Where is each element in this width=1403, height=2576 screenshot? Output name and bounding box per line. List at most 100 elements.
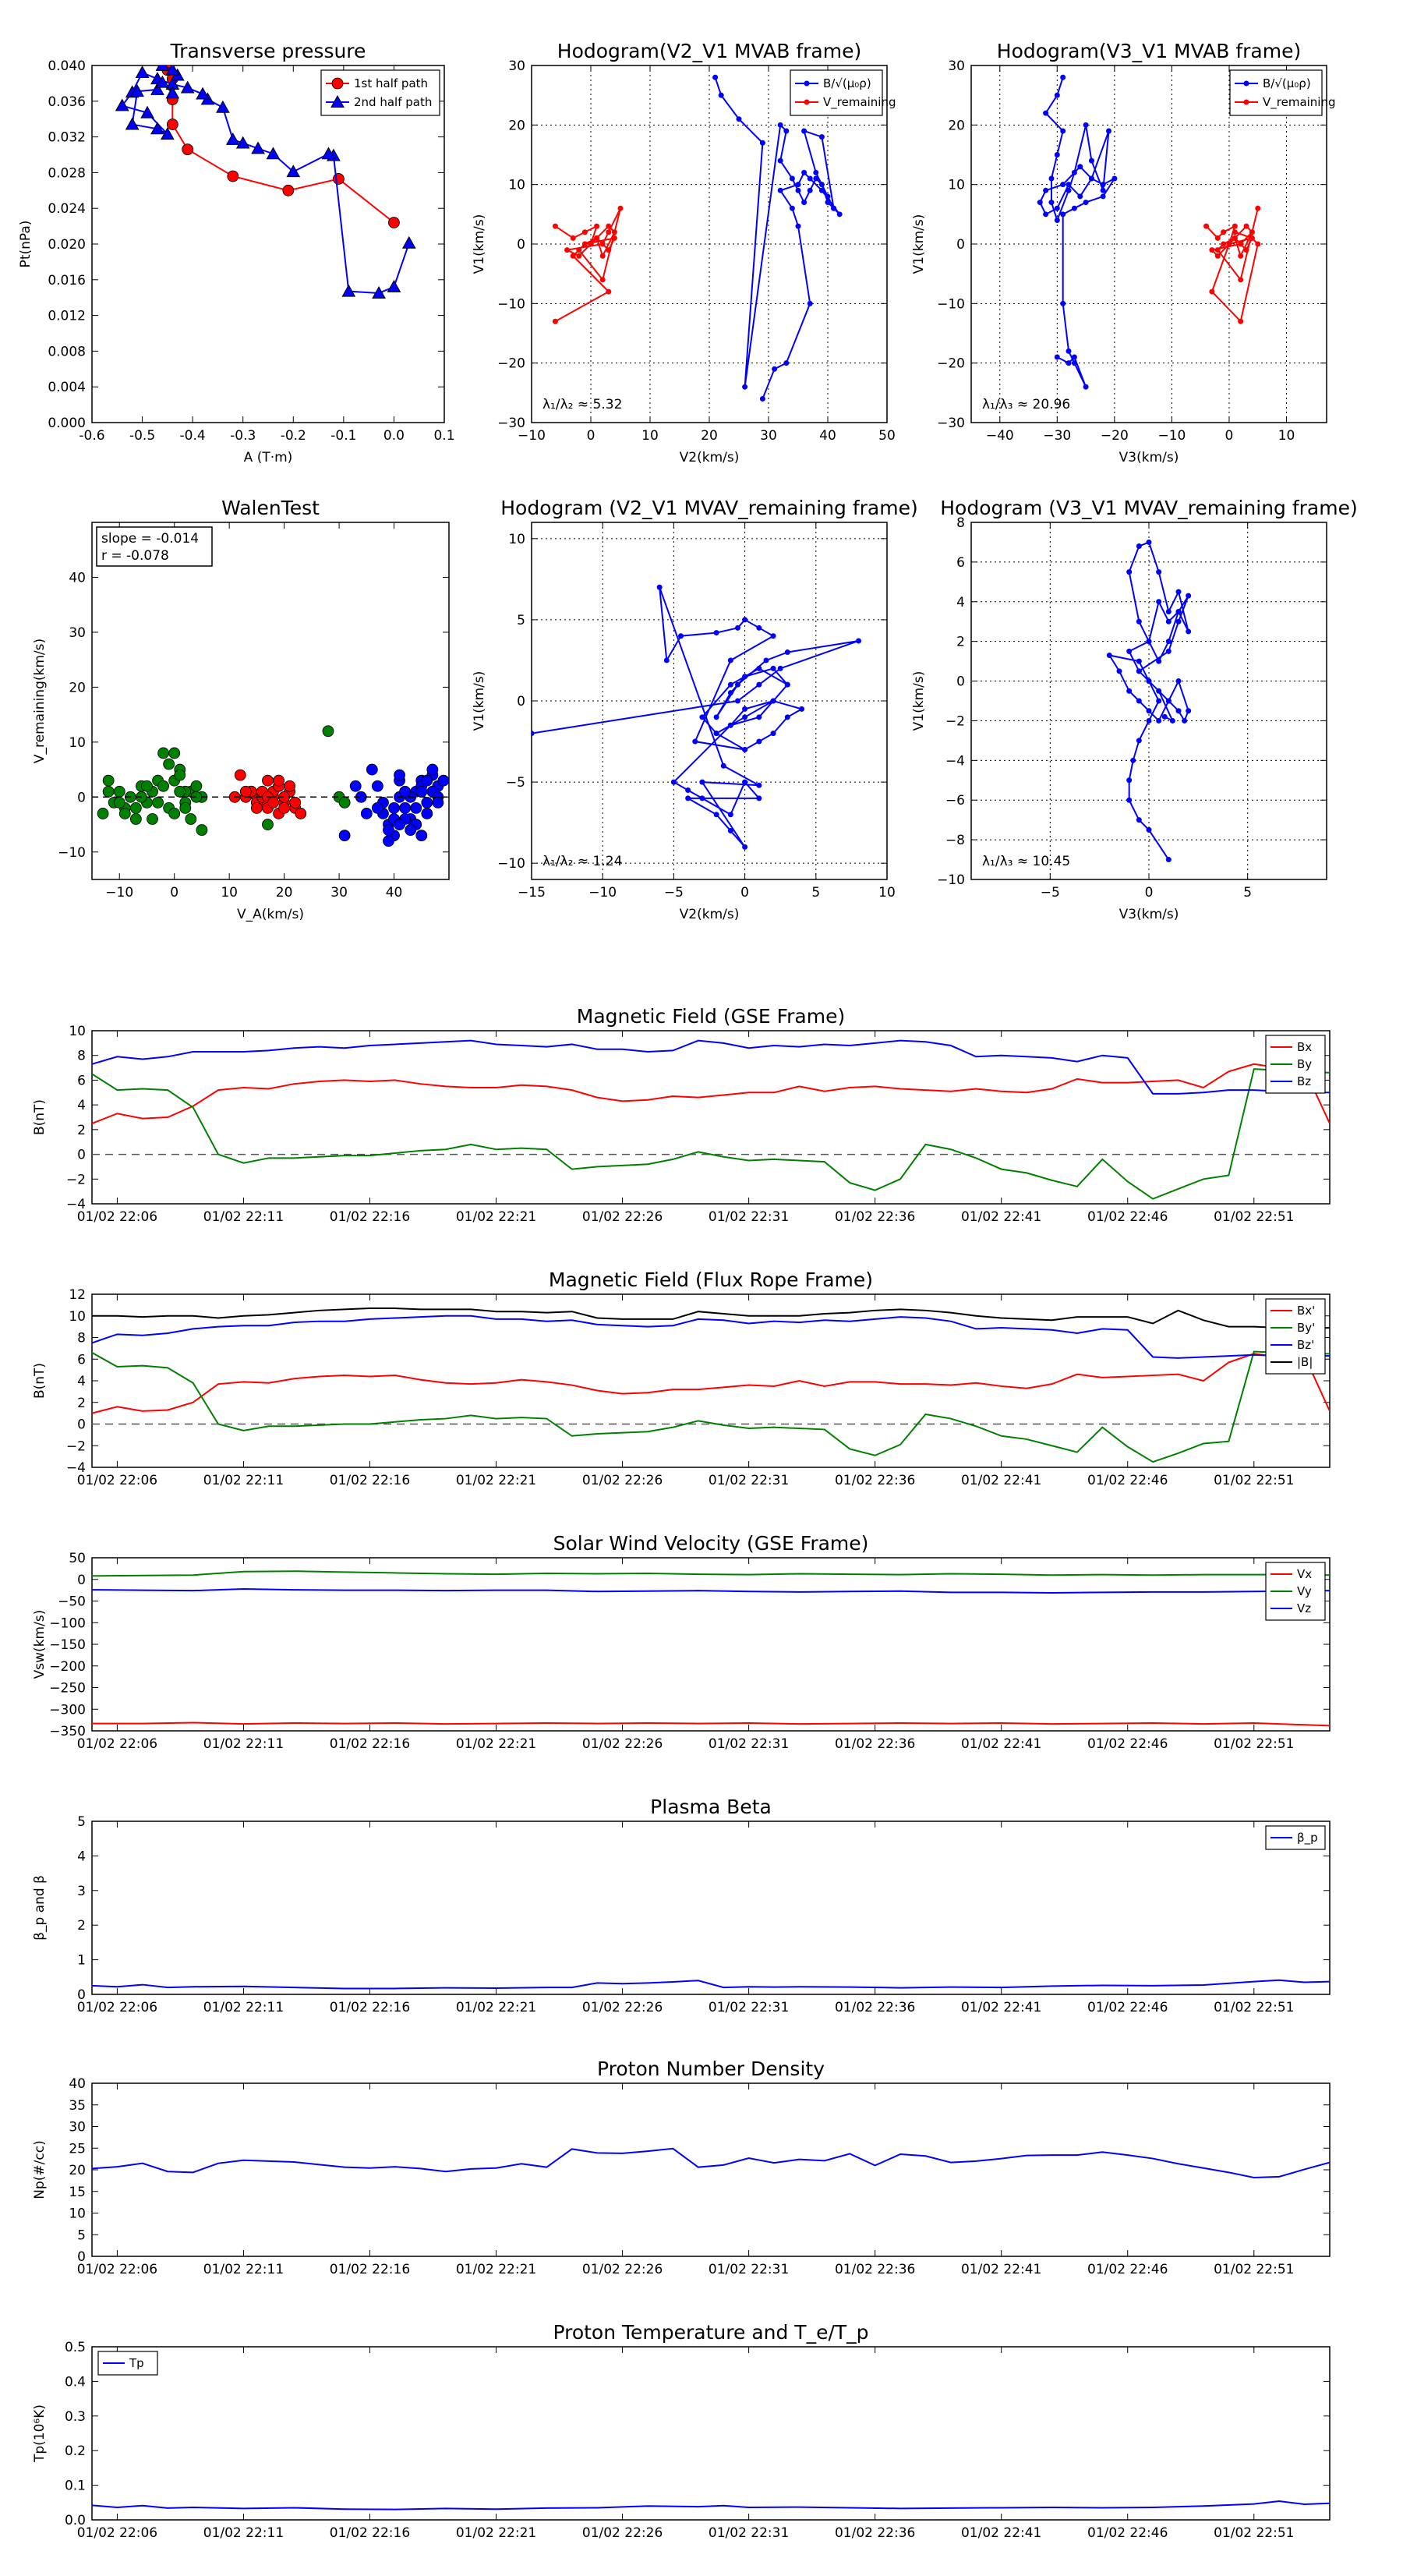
hodogram-v2-v1-mvab-ylabel: V1(km/s) xyxy=(472,214,487,274)
hodogram-v3-v1-mvab-point xyxy=(1203,223,1210,229)
walen-test-point xyxy=(234,769,246,781)
hodogram-v3-v1-mvab-point xyxy=(1060,74,1066,80)
walen-test-axes-frame xyxy=(91,522,450,880)
proton-temperature-xtick-label: 01/02 22:36 xyxy=(835,2525,915,2541)
hodogram-v3-v1-mvab-chart: −40 −30 −20 −10 0 10 −30 −20 −10 0 10 20 30 Hodogram(… xyxy=(911,40,1336,465)
hodogram-v3-v1-mvab-point xyxy=(1077,164,1083,170)
magnetic-field-gse-xtick-label: 01/02 22:16 xyxy=(330,1209,410,1225)
hodogram-v3-v1-mvab-point xyxy=(1214,247,1221,253)
hodogram-v3-v1-mvab-point xyxy=(1221,229,1227,235)
solar-wind-velocity-xtick-label: 01/02 22:31 xyxy=(709,1736,789,1752)
hodogram-v3-v1-mvav-point xyxy=(1146,678,1152,685)
hodogram-v2-v1-mvav-point xyxy=(727,812,733,818)
hodogram-v3-v1-mvab-point xyxy=(1083,384,1089,390)
magnetic-field-gse-xtick-label: 01/02 22:46 xyxy=(1087,1209,1168,1225)
hodogram-v3-v1-mvav-point xyxy=(1186,628,1192,635)
hodogram-v2-v1-mvab-point xyxy=(588,241,594,247)
hodogram-v2-v1-mvav-series-line-0 xyxy=(532,586,859,848)
walen-test-point xyxy=(437,774,449,787)
hodogram-v3-v1-mvav-point xyxy=(1126,797,1133,803)
hodogram-v3-v1-mvav-point xyxy=(1126,569,1133,575)
walen-test-point xyxy=(371,780,383,792)
magnetic-field-flux-rope-legend-label: |B| xyxy=(1297,1355,1313,1369)
hodogram-v2-v1-mvab-title: Hodogram(V2_V1 MVAB frame) xyxy=(557,40,861,62)
solar-wind-velocity-chart: 01/02 22:06 01/02 22:11 01/02 22:16 01/02 2… xyxy=(32,1532,1331,1752)
walen-test-point xyxy=(371,802,383,814)
magnetic-field-gse-ytick-label: −4 xyxy=(66,1197,86,1212)
proton-number-density-xtick-label: 01/02 22:21 xyxy=(456,2262,536,2277)
hodogram-v2-v1-mvab-point xyxy=(552,223,558,229)
hodogram-v3-v1-mvab-point xyxy=(1071,360,1077,366)
hodogram-v2-v1-mvav-point xyxy=(770,698,776,704)
plasma-beta-xtick-label: 01/02 22:36 xyxy=(835,2000,915,2015)
magnetic-field-flux-rope-chart: 01/02 22:06 01/02 22:11 01/02 22:16 01/02 2… xyxy=(32,1269,1331,1488)
hodogram-v3-v1-mvab-point xyxy=(1083,200,1089,206)
transverse-pressure-xtick-label: -0.6 xyxy=(79,428,104,444)
hodogram-v2-v1-mvav-point xyxy=(692,738,698,745)
walen-test-point xyxy=(147,813,158,825)
hodogram-v2-v1-mvab-xtick-label: 50 xyxy=(878,428,896,444)
hodogram-v2-v1-mvav-point xyxy=(727,828,733,834)
hodogram-v2-v1-mvav-point xyxy=(727,690,733,696)
proton-temperature-ytick-label: 0.0 xyxy=(65,2513,86,2528)
hodogram-v2-v1-mvab-ytick-label: −30 xyxy=(497,416,525,431)
proton-number-density-xtick-label: 01/02 22:06 xyxy=(77,2262,157,2277)
hodogram-v2-v1-mvav-point xyxy=(699,795,705,801)
transverse-pressure-ytick-label: 0.016 xyxy=(48,273,86,288)
walen-test-point xyxy=(338,830,351,842)
magnetic-field-gse-chart: 01/02 22:06 01/02 22:11 01/02 22:16 01/02 2… xyxy=(32,1005,1331,1225)
solar-wind-velocity-xtick-label: 01/02 22:11 xyxy=(203,1736,284,1752)
hodogram-v3-v1-mvab-point xyxy=(1100,193,1106,200)
transverse-pressure-point xyxy=(166,119,178,130)
hodogram-v3-v1-mvab-ytick-label: 10 xyxy=(948,178,965,193)
transverse-pressure-legend-label: 2nd half path xyxy=(354,95,432,109)
walen-test-point xyxy=(196,824,208,836)
transverse-pressure-point xyxy=(251,141,265,154)
magnetic-field-flux-rope-xtick-label: 01/02 22:26 xyxy=(582,1473,663,1488)
magnetic-field-flux-rope-xtick-label: 01/02 22:41 xyxy=(961,1473,1041,1488)
plasma-beta-xtick-label: 01/02 22:21 xyxy=(456,2000,536,2015)
transverse-pressure-point xyxy=(216,100,230,113)
solar-wind-velocity-title: Solar Wind Velocity (GSE Frame) xyxy=(553,1532,869,1555)
plasma-beta-xtick-label: 01/02 22:46 xyxy=(1087,2000,1168,2015)
hodogram-v3-v1-mvab-point xyxy=(1060,182,1066,188)
hodogram-v3-v1-mvab-point xyxy=(1214,253,1221,259)
solar-wind-velocity-xtick-label: 01/02 22:26 xyxy=(582,1736,663,1752)
hodogram-v2-v1-mvav-point xyxy=(656,584,663,590)
transverse-pressure-point xyxy=(387,279,401,292)
proton-temperature-ytick-label: 0.2 xyxy=(65,2443,86,2459)
walen-test-point xyxy=(157,747,170,759)
hodogram-v2-v1-mvab-point xyxy=(795,223,801,229)
hodogram-v2-v1-mvab-point xyxy=(777,157,783,164)
proton-number-density-ytick-label: 25 xyxy=(69,2141,86,2157)
hodogram-v3-v1-mvav-ytick-label: 4 xyxy=(956,595,965,610)
hodogram-v3-v1-mvab-ytick-label: 0 xyxy=(956,237,965,253)
hodogram-v2-v1-mvav-point xyxy=(756,665,762,671)
transverse-pressure-ytick-label: 0.004 xyxy=(48,380,86,395)
walen-test-ylabel: V_remaining(km/s) xyxy=(32,639,48,763)
hodogram-v3-v1-mvab-xtick-label: −10 xyxy=(1157,428,1186,444)
hodogram-v3-v1-mvab-point xyxy=(1209,247,1215,253)
hodogram-v3-v1-mvav-eigen-ratio: λ₁/λ₃ ≈ 10.45 xyxy=(982,854,1070,869)
walen-test-point xyxy=(129,802,142,814)
hodogram-v3-v1-mvav-ylabel: V1(km/s) xyxy=(911,671,927,731)
walen-test-point xyxy=(394,819,405,830)
magnetic-field-flux-rope-title: Magnetic Field (Flux Rope Frame) xyxy=(549,1269,873,1291)
hodogram-v2-v1-mvab-point xyxy=(818,187,825,193)
hodogram-v2-v1-mvab-point xyxy=(807,300,813,306)
proton-number-density-ytick-label: 35 xyxy=(69,2098,86,2114)
hodogram-v2-v1-mvab-point xyxy=(576,247,582,253)
hodogram-v3-v1-mvav-point xyxy=(1136,698,1142,704)
magnetic-field-flux-rope-plot-area xyxy=(92,1307,1330,1463)
proton-temperature-axes-frame xyxy=(91,2346,1331,2521)
hodogram-v2-v1-mvab-point xyxy=(552,318,558,324)
hodogram-v2-v1-mvav-point xyxy=(756,782,762,788)
hodogram-v2-v1-mvab-point xyxy=(783,360,790,366)
solar-wind-velocity-series-line-1 xyxy=(92,1570,1330,1577)
hodogram-v3-v1-mvav-point xyxy=(1165,648,1172,654)
hodogram-v2-v1-mvab-ytick-label: 20 xyxy=(508,118,525,133)
hodogram-v2-v1-mvav-point xyxy=(727,657,733,663)
transverse-pressure-legend-label: 1st half path xyxy=(354,76,428,90)
hodogram-v3-v1-mvab-point xyxy=(1221,241,1227,247)
